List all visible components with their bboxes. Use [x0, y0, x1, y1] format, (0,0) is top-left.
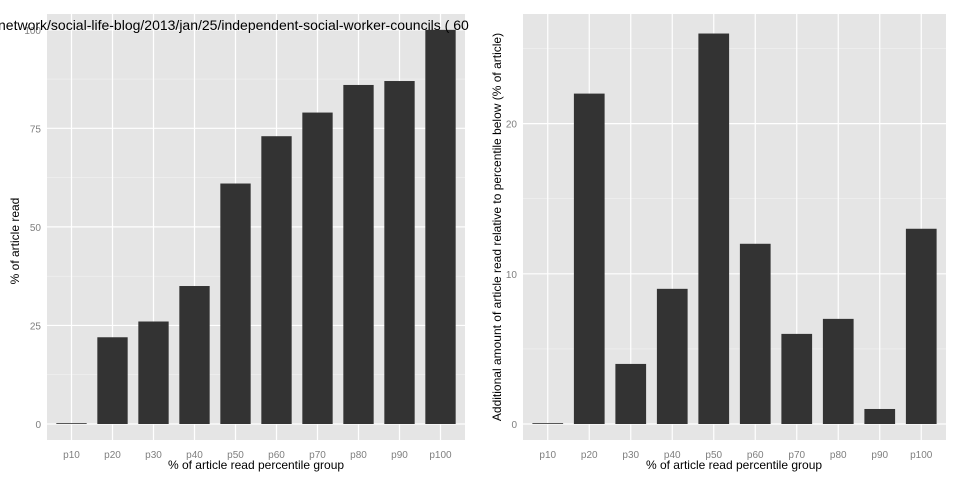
left-x-axis-label: % of article read percentile group	[168, 458, 344, 472]
right-x-tick-label: p50	[705, 450, 722, 461]
left-bar-p10	[56, 423, 87, 424]
right-x-tick-label: p90	[871, 450, 888, 461]
left-x-tick-label: p70	[309, 450, 326, 461]
left-bar-p70	[302, 112, 333, 425]
right-x-tick-label: p30	[622, 450, 639, 461]
right-bar-p30	[615, 363, 647, 424]
right-bar-p40	[656, 288, 688, 424]
right-x-tick-labels: p10 p20 p30 p40 p50 p60 p70 p80 p90 p100	[539, 450, 932, 461]
right-y-tick-label: 20	[506, 120, 518, 131]
right-x-tick-label: p70	[788, 450, 805, 461]
right-y-axis-label: Additional amount of article read relati…	[490, 33, 504, 421]
right-x-axis-label: % of article read percentile group	[646, 458, 822, 472]
left-x-tick-label: p10	[63, 450, 80, 461]
right-x-tick-label: p60	[747, 450, 764, 461]
left-x-tick-label: p40	[186, 450, 203, 461]
right-bar-p60	[739, 243, 771, 424]
left-x-tick-label: p80	[350, 450, 367, 461]
right-bar-p80	[822, 318, 854, 424]
left-y-tick-label: 0	[35, 420, 41, 431]
left-bar-p90	[384, 81, 415, 425]
right-y-tick-label: 0	[511, 420, 517, 431]
right-bar-p20	[573, 93, 605, 424]
right-bars	[532, 33, 937, 425]
right-x-tick-label: p100	[910, 450, 933, 461]
left-y-tick-label: 50	[30, 223, 42, 234]
right-bar-p10	[532, 423, 564, 424]
left-chart-title: network/social-life-blog/2013/jan/25/ind…	[0, 17, 469, 33]
right-bar-p50	[698, 33, 730, 425]
right-bar-p70	[781, 333, 813, 424]
right-x-tick-label: p20	[581, 450, 598, 461]
left-x-tick-label: p30	[145, 450, 162, 461]
right-y-tick-labels: 0 10 20	[506, 120, 518, 431]
left-y-tick-label: 75	[30, 124, 42, 135]
left-y-tick-labels: 0 25 50 75 100	[24, 26, 41, 431]
left-y-tick-label: 25	[30, 321, 42, 332]
right-x-tick-label: p40	[664, 450, 681, 461]
left-x-tick-label: p60	[268, 450, 285, 461]
left-bars	[56, 29, 456, 425]
left-bar-p30	[138, 321, 169, 424]
left-bar-p50	[220, 183, 251, 424]
right-bar-p90	[864, 408, 896, 424]
left-x-tick-label: p100	[429, 450, 452, 461]
left-bar-p100	[425, 29, 456, 425]
left-x-tick-labels: p10 p20 p30 p40 p50 p60 p70 p80 p90 p100	[63, 450, 452, 461]
right-x-tick-label: p80	[830, 450, 847, 461]
left-bar-p80	[343, 84, 374, 424]
right-x-tick-label: p10	[539, 450, 556, 461]
right-y-tick-label: 10	[506, 270, 518, 281]
right-bar-p100	[905, 228, 937, 424]
left-y-axis-label: % of article read	[8, 198, 22, 285]
left-y-tick-label: 100	[24, 26, 41, 37]
left-x-tick-label: p20	[104, 450, 121, 461]
left-bar-p40	[179, 286, 210, 424]
left-x-tick-label: p90	[391, 450, 408, 461]
left-bar-p60	[261, 136, 292, 424]
left-x-tick-label: p50	[227, 450, 244, 461]
left-bar-p20	[97, 337, 128, 424]
